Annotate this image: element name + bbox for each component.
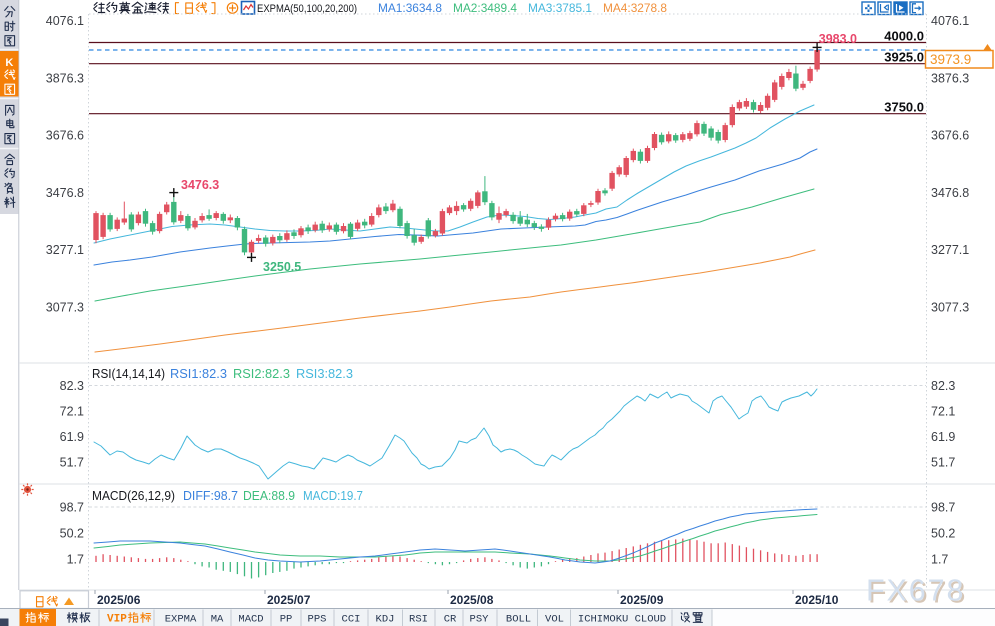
- svg-text:1.7: 1.7: [67, 552, 84, 566]
- svg-text:3876.3: 3876.3: [46, 71, 84, 85]
- svg-text:MACD: MACD: [238, 614, 263, 626]
- svg-text:DIFF:98.7: DIFF:98.7: [183, 489, 238, 503]
- svg-text:MA4:3278.8: MA4:3278.8: [603, 1, 667, 15]
- svg-text:CCI: CCI: [342, 614, 361, 626]
- svg-text:PPS: PPS: [308, 614, 327, 626]
- svg-text:CR: CR: [444, 614, 457, 626]
- svg-text:82.3: 82.3: [60, 379, 84, 393]
- svg-text:EXPMA(50,100,20,200): EXPMA(50,100,20,200): [257, 3, 357, 15]
- svg-text:3676.6: 3676.6: [46, 129, 84, 143]
- svg-text:4076.1: 4076.1: [46, 14, 84, 28]
- svg-text:51.7: 51.7: [931, 455, 955, 469]
- svg-text:61.9: 61.9: [60, 430, 84, 444]
- svg-text:K: K: [5, 57, 13, 69]
- svg-text:1.7: 1.7: [931, 552, 948, 566]
- svg-text:MACD:19.7: MACD:19.7: [303, 489, 363, 503]
- svg-text:MA: MA: [211, 614, 224, 626]
- svg-text:ICHIMOKU CLOUD: ICHIMOKU CLOUD: [578, 614, 666, 626]
- svg-text:BOLL: BOLL: [506, 614, 531, 626]
- svg-text:2025/09: 2025/09: [620, 593, 664, 607]
- svg-text:3925.0: 3925.0: [884, 50, 924, 65]
- svg-text:3476.8: 3476.8: [931, 186, 969, 200]
- svg-text:3750.0: 3750.0: [884, 100, 924, 115]
- svg-text:RSI(14,14,14): RSI(14,14,14): [92, 367, 165, 381]
- svg-text:3983.0: 3983.0: [819, 32, 857, 46]
- svg-text:2025/06: 2025/06: [97, 593, 141, 607]
- svg-text:3476.3: 3476.3: [181, 178, 219, 192]
- svg-text:KDJ: KDJ: [376, 614, 395, 626]
- svg-text:3973.9: 3973.9: [930, 52, 971, 67]
- svg-text:72.1: 72.1: [60, 404, 84, 418]
- svg-text:3277.1: 3277.1: [46, 243, 84, 257]
- svg-text:FX678: FX678: [866, 574, 966, 608]
- svg-text:PP: PP: [280, 614, 293, 626]
- svg-text:RSI3:82.3: RSI3:82.3: [296, 367, 353, 381]
- svg-text:3876.3: 3876.3: [931, 71, 969, 85]
- svg-text:82.3: 82.3: [931, 379, 955, 393]
- svg-text:50.2: 50.2: [60, 526, 84, 540]
- svg-text:RSI2:82.3: RSI2:82.3: [233, 367, 290, 381]
- svg-text:DEA:88.9: DEA:88.9: [243, 489, 295, 503]
- svg-text:98.7: 98.7: [931, 500, 955, 514]
- svg-text:MACD(26,12,9): MACD(26,12,9): [92, 489, 175, 503]
- svg-text:3077.3: 3077.3: [46, 300, 84, 314]
- svg-text:3676.6: 3676.6: [931, 129, 969, 143]
- svg-text:61.9: 61.9: [931, 430, 955, 444]
- svg-text:4000.0: 4000.0: [884, 28, 924, 43]
- svg-text:3277.1: 3277.1: [931, 243, 969, 257]
- svg-text:EXPMA: EXPMA: [165, 614, 197, 626]
- svg-text:3476.8: 3476.8: [46, 186, 84, 200]
- svg-text:51.7: 51.7: [60, 455, 84, 469]
- svg-text:4076.1: 4076.1: [931, 14, 969, 28]
- svg-text:98.7: 98.7: [60, 500, 84, 514]
- svg-text:2025/07: 2025/07: [267, 593, 311, 607]
- svg-text:MA2:3489.4: MA2:3489.4: [453, 1, 517, 15]
- svg-text:MA3:3785.1: MA3:3785.1: [528, 1, 592, 15]
- svg-text:PSY: PSY: [470, 614, 490, 626]
- svg-text:3250.5: 3250.5: [263, 260, 301, 274]
- svg-text:72.1: 72.1: [931, 404, 955, 418]
- svg-text:RSI1:82.3: RSI1:82.3: [170, 367, 227, 381]
- svg-text:VIP: VIP: [107, 614, 127, 626]
- svg-text:VOL: VOL: [545, 614, 564, 626]
- svg-text:2025/10: 2025/10: [795, 593, 839, 607]
- svg-text:3077.3: 3077.3: [931, 300, 969, 314]
- svg-text:50.2: 50.2: [931, 526, 955, 540]
- svg-text:RSI: RSI: [409, 614, 428, 626]
- svg-text:FX678: FX678: [868, 576, 968, 610]
- svg-text:2025/08: 2025/08: [450, 593, 494, 607]
- svg-text:MA1:3634.8: MA1:3634.8: [378, 1, 442, 15]
